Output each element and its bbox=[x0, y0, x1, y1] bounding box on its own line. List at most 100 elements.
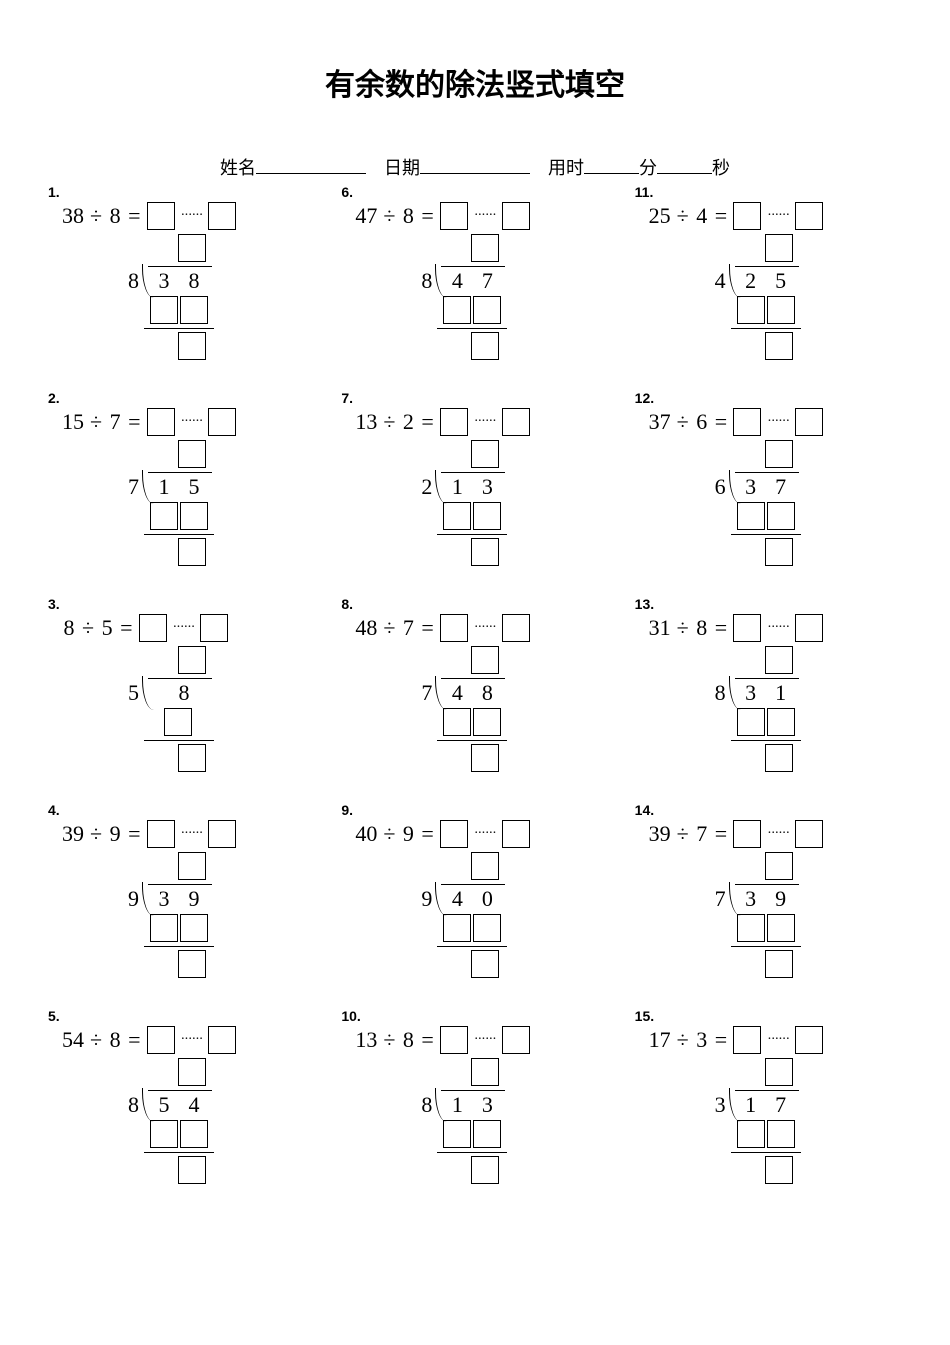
divisor: 8 bbox=[108, 203, 122, 229]
ld-quotient-box[interactable] bbox=[471, 440, 499, 468]
subtrahend-box-1[interactable] bbox=[737, 296, 765, 324]
subtrahend-box-1[interactable] bbox=[443, 914, 471, 942]
ld-quotient-box[interactable] bbox=[178, 852, 206, 880]
subtrahend-box-1[interactable] bbox=[150, 914, 178, 942]
subtrahend-box-2[interactable] bbox=[767, 1120, 795, 1148]
subtrahend-box-2[interactable] bbox=[180, 502, 208, 530]
problem-number: 15. bbox=[635, 1008, 910, 1024]
ld-remainder-box[interactable] bbox=[178, 950, 206, 978]
ld-remainder-box[interactable] bbox=[178, 332, 206, 360]
remainder-box[interactable] bbox=[502, 202, 530, 230]
subtrahend-box-2[interactable] bbox=[473, 914, 501, 942]
subtrahend-box-2[interactable] bbox=[767, 296, 795, 324]
ld-quotient-box[interactable] bbox=[765, 852, 793, 880]
subtrahend-box-1[interactable] bbox=[443, 708, 471, 736]
remainder-box[interactable] bbox=[795, 820, 823, 848]
subtrahend-box-2[interactable] bbox=[180, 296, 208, 324]
ld-quotient-box[interactable] bbox=[765, 234, 793, 262]
ld-remainder-box[interactable] bbox=[471, 332, 499, 360]
ld-quotient-box[interactable] bbox=[178, 1058, 206, 1086]
subtrahend-box-2[interactable] bbox=[473, 502, 501, 530]
ld-remainder-box[interactable] bbox=[765, 744, 793, 772]
subtrahend-box-2[interactable] bbox=[767, 708, 795, 736]
ld-quotient-box[interactable] bbox=[765, 1058, 793, 1086]
ld-quotient-box[interactable] bbox=[178, 646, 206, 674]
quotient-box[interactable] bbox=[440, 820, 468, 848]
quotient-box[interactable] bbox=[440, 408, 468, 436]
ld-dividend: 54 bbox=[156, 1092, 202, 1118]
subtrahend-box-1[interactable] bbox=[737, 708, 765, 736]
quotient-box[interactable] bbox=[147, 202, 175, 230]
subtrahend-box-1[interactable] bbox=[443, 502, 471, 530]
subtrahend-box-2[interactable] bbox=[473, 1120, 501, 1148]
remainder-box[interactable] bbox=[502, 408, 530, 436]
quotient-box[interactable] bbox=[440, 1026, 468, 1054]
quotient-box[interactable] bbox=[733, 408, 761, 436]
quotient-box[interactable] bbox=[733, 202, 761, 230]
ld-quotient-box[interactable] bbox=[471, 1058, 499, 1086]
ld-remainder-box[interactable] bbox=[471, 1156, 499, 1184]
remainder-box[interactable] bbox=[795, 614, 823, 642]
ld-remainder-box[interactable] bbox=[765, 1156, 793, 1184]
remainder-box[interactable] bbox=[208, 202, 236, 230]
ld-quotient-box[interactable] bbox=[178, 234, 206, 262]
ld-remainder-box[interactable] bbox=[178, 1156, 206, 1184]
remainder-box[interactable] bbox=[200, 614, 228, 642]
subtrahend-box-2[interactable] bbox=[473, 708, 501, 736]
subtrahend-box-2[interactable] bbox=[180, 1120, 208, 1148]
date-blank[interactable] bbox=[420, 173, 530, 174]
ld-remainder-box[interactable] bbox=[471, 538, 499, 566]
seconds-blank[interactable] bbox=[657, 173, 712, 174]
ld-quotient-box[interactable] bbox=[471, 234, 499, 262]
subtrahend-box-2[interactable] bbox=[767, 914, 795, 942]
ld-remainder-box[interactable] bbox=[178, 538, 206, 566]
subtrahend-box-1[interactable] bbox=[150, 502, 178, 530]
quotient-box[interactable] bbox=[733, 820, 761, 848]
subtrahend-box-1[interactable] bbox=[150, 1120, 178, 1148]
remainder-box[interactable] bbox=[502, 614, 530, 642]
ld-remainder-box[interactable] bbox=[471, 950, 499, 978]
remainder-box[interactable] bbox=[795, 408, 823, 436]
quotient-box[interactable] bbox=[147, 1026, 175, 1054]
remainder-box[interactable] bbox=[795, 1026, 823, 1054]
quotient-box[interactable] bbox=[147, 820, 175, 848]
quotient-box[interactable] bbox=[733, 1026, 761, 1054]
remainder-box[interactable] bbox=[795, 202, 823, 230]
ld-remainder-box[interactable] bbox=[471, 744, 499, 772]
ld-quotient-box[interactable] bbox=[765, 440, 793, 468]
remainder-box[interactable] bbox=[502, 1026, 530, 1054]
subtrahend-box-2[interactable] bbox=[767, 502, 795, 530]
ld-quotient-box[interactable] bbox=[765, 646, 793, 674]
subtrahend-box-1[interactable] bbox=[737, 502, 765, 530]
quotient-box[interactable] bbox=[147, 408, 175, 436]
quotient-box[interactable] bbox=[139, 614, 167, 642]
ld-remainder-box[interactable] bbox=[765, 538, 793, 566]
remainder-box[interactable] bbox=[208, 820, 236, 848]
subtrahend-box-2[interactable] bbox=[473, 296, 501, 324]
subtrahend-box-1[interactable] bbox=[443, 1120, 471, 1148]
subtrahend-box[interactable] bbox=[164, 708, 192, 736]
subtrahend-box-2[interactable] bbox=[180, 914, 208, 942]
quotient-box[interactable] bbox=[440, 614, 468, 642]
ld-quotient-box[interactable] bbox=[471, 852, 499, 880]
remainder-box[interactable] bbox=[208, 408, 236, 436]
subtrahend-box-1[interactable] bbox=[150, 296, 178, 324]
ld-remainder-box[interactable] bbox=[178, 744, 206, 772]
ld-quotient-box[interactable] bbox=[471, 646, 499, 674]
ld-remainder-box[interactable] bbox=[765, 950, 793, 978]
quotient-box[interactable] bbox=[733, 614, 761, 642]
minutes-blank[interactable] bbox=[584, 173, 639, 174]
ld-quotient-box[interactable] bbox=[178, 440, 206, 468]
student-info-line: 姓名 日期 用时分秒 bbox=[40, 154, 910, 180]
remainder-box[interactable] bbox=[502, 820, 530, 848]
remainder-box[interactable] bbox=[208, 1026, 236, 1054]
name-blank[interactable] bbox=[256, 173, 366, 174]
long-division: 425 bbox=[705, 234, 845, 384]
divisor: 8 bbox=[695, 615, 709, 641]
subtrahend-box-1[interactable] bbox=[737, 1120, 765, 1148]
subtraction-bar bbox=[144, 1152, 214, 1153]
subtrahend-box-1[interactable] bbox=[443, 296, 471, 324]
quotient-box[interactable] bbox=[440, 202, 468, 230]
ld-remainder-box[interactable] bbox=[765, 332, 793, 360]
subtrahend-box-1[interactable] bbox=[737, 914, 765, 942]
